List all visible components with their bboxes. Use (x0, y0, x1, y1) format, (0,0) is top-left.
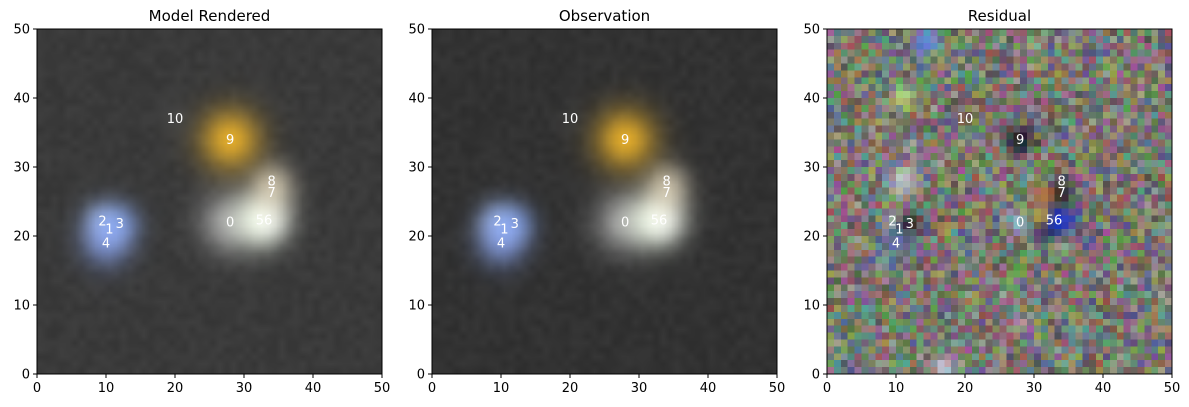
y-tick-label: 0 (812, 368, 820, 383)
source-label-8: 8 (662, 174, 670, 189)
y-tick-label: 40 (408, 92, 425, 107)
source-label-4: 4 (102, 236, 110, 251)
x-tick-label: 50 (769, 381, 786, 396)
y-tick-label: 20 (408, 230, 425, 245)
y-tick-label: 50 (803, 23, 820, 38)
source-label-7: 7 (662, 186, 670, 201)
source-label-5: 5 (256, 214, 264, 229)
x-tick-label: 10 (98, 381, 115, 396)
x-tick-label: 40 (700, 381, 717, 396)
source-label-3: 3 (906, 217, 914, 232)
x-tick-label: 40 (1095, 381, 1112, 396)
x-tick-label: 20 (562, 381, 579, 396)
x-tick-label: 10 (888, 381, 905, 396)
x-tick-label: 50 (1164, 381, 1181, 396)
source-label-1: 1 (895, 223, 903, 238)
source-label-6: 6 (1054, 214, 1062, 229)
source-label-3: 3 (511, 217, 519, 232)
source-label-1: 1 (105, 223, 113, 238)
y-tick-label: 10 (13, 299, 30, 314)
y-tick-label: 50 (13, 23, 30, 38)
x-tick-label: 20 (957, 381, 974, 396)
y-tick-label: 10 (408, 299, 425, 314)
source-label-3: 3 (116, 217, 124, 232)
y-tick-label: 0 (417, 368, 425, 383)
source-label-10: 10 (957, 112, 974, 127)
x-tick-label: 0 (428, 381, 436, 396)
source-label-2: 2 (493, 214, 501, 229)
observation-panel: Observation 0 10 20 30 40 50 0 10 20 30 40 50 0 12 34 5 6… (408, 7, 785, 396)
source-label-4: 4 (892, 236, 900, 251)
x-tick-label: 30 (631, 381, 648, 396)
y-tick-label: 40 (803, 92, 820, 107)
residual-panel: Residual 0 10 20 30 40 50 0 10 20 30 40 50 0 12 34 5 6 78 9… (803, 7, 1180, 396)
source-label-2: 2 (98, 214, 106, 229)
y-tick-label: 0 (22, 368, 30, 383)
y-tick-label: 20 (13, 230, 30, 245)
observation-frame (431, 28, 778, 375)
model-rendered-image (37, 29, 382, 374)
source-label-9: 9 (621, 133, 629, 148)
model-rendered-title: Model Rendered (149, 7, 271, 25)
source-label-9: 9 (1016, 133, 1024, 148)
source-label-10: 10 (167, 112, 184, 127)
residual-image (827, 29, 1172, 374)
y-tick-label: 30 (13, 161, 30, 176)
x-tick-label: 30 (236, 381, 253, 396)
y-tick-label: 20 (803, 230, 820, 245)
observation-image (432, 29, 777, 374)
x-tick-label: 0 (823, 381, 831, 396)
observation-title: Observation (559, 7, 650, 25)
y-tick-label: 40 (13, 92, 30, 107)
y-tick-label: 50 (408, 23, 425, 38)
source-label-7: 7 (1057, 186, 1065, 201)
source-label-5: 5 (1046, 214, 1054, 229)
source-label-0: 0 (226, 216, 234, 231)
x-tick-label: 20 (167, 381, 184, 396)
y-tick-label: 30 (803, 161, 820, 176)
x-tick-label: 10 (493, 381, 510, 396)
x-tick-label: 0 (33, 381, 41, 396)
source-label-6: 6 (264, 214, 272, 229)
source-label-6: 6 (659, 214, 667, 229)
source-label-8: 8 (1057, 174, 1065, 189)
source-label-8: 8 (267, 174, 275, 189)
x-tick-label: 40 (305, 381, 322, 396)
source-label-1: 1 (500, 223, 508, 238)
model-rendered-panel: Model Rendered 0 10 20 30 40 50 0 10 20 30 40 50 0 12 3… (13, 7, 390, 396)
x-tick-label: 30 (1026, 381, 1043, 396)
source-label-4: 4 (497, 236, 505, 251)
source-label-7: 7 (267, 186, 275, 201)
source-label-5: 5 (651, 214, 659, 229)
source-label-0: 0 (621, 216, 629, 231)
source-label-10: 10 (562, 112, 579, 127)
source-label-2: 2 (888, 214, 896, 229)
source-label-0: 0 (1016, 216, 1024, 231)
residual-title: Residual (968, 7, 1031, 25)
residual-frame (826, 28, 1173, 375)
source-label-9: 9 (226, 133, 234, 148)
y-tick-label: 10 (803, 299, 820, 314)
x-tick-label: 50 (374, 381, 391, 396)
y-tick-label: 30 (408, 161, 425, 176)
model-rendered-frame (36, 28, 383, 375)
